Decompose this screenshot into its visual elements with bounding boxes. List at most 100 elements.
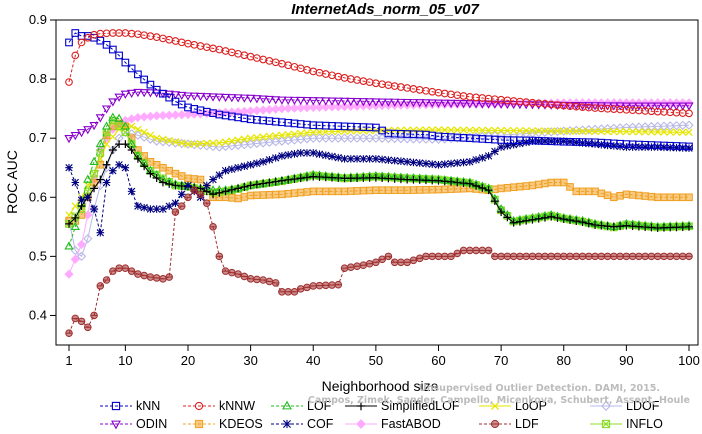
- marker-square: [108, 45, 117, 54]
- marker-plus: [497, 208, 506, 216]
- marker-triangle: [76, 129, 87, 138]
- marker-square: [340, 187, 349, 196]
- marker-plus: [240, 183, 249, 191]
- y-tick-label: 0.6: [29, 189, 47, 204]
- marker-star: [466, 158, 474, 166]
- marker-star: [215, 171, 224, 179]
- marker-diamond: [321, 102, 331, 112]
- legend-item-knnw: kNNW: [183, 399, 255, 413]
- marker-triangle: [534, 101, 544, 110]
- marker-x: [466, 126, 474, 134]
- y-tick-label: 0.4: [29, 307, 47, 322]
- marker-x: [165, 136, 173, 145]
- marker-star: [246, 160, 255, 169]
- marker-x: [71, 202, 79, 210]
- marker-star: [228, 165, 236, 174]
- marker-star: [96, 228, 105, 237]
- marker-diamond: [158, 137, 168, 147]
- marker-star: [653, 143, 662, 151]
- legend-item-lof: LOF: [271, 399, 332, 413]
- marker-plus: [215, 188, 224, 197]
- marker-triangle: [571, 102, 581, 111]
- marker-star: [422, 159, 430, 168]
- marker-plus: [584, 219, 593, 228]
- marker-square: [321, 187, 330, 196]
- marker-triangle: [584, 102, 594, 111]
- marker-square: [528, 181, 537, 190]
- x-tick-label: 90: [619, 353, 633, 368]
- legend-item-fastabod: FastABOD: [345, 417, 441, 431]
- marker-x: [309, 128, 317, 136]
- marker-diamond: [333, 102, 343, 112]
- marker-plus: [559, 215, 568, 224]
- marker-x: [171, 138, 180, 146]
- x-tick-label: 20: [181, 353, 195, 368]
- marker-x: [666, 128, 674, 136]
- marker-star: [328, 152, 336, 161]
- marker-plus: [490, 197, 499, 206]
- marker-cross: [102, 128, 111, 136]
- marker-diamond: [302, 103, 312, 113]
- legend-label: COF: [307, 417, 334, 431]
- marker-square: [194, 419, 204, 429]
- marker-triangle: [95, 139, 105, 148]
- marker-square: [622, 190, 631, 199]
- marker-square: [253, 191, 261, 200]
- marker-plus: [127, 146, 136, 154]
- marker-diamond: [601, 401, 611, 411]
- marker-plus: [71, 214, 80, 222]
- marker-triangle: [321, 97, 331, 106]
- marker-x: [152, 134, 161, 142]
- marker-triangle: [95, 114, 105, 123]
- marker-x: [240, 135, 249, 143]
- marker-square: [228, 194, 236, 202]
- marker-cross: [96, 149, 104, 157]
- marker-star: [591, 140, 599, 148]
- marker-x: [503, 126, 512, 135]
- marker-square: [547, 178, 556, 187]
- marker-triangle: [133, 88, 143, 98]
- marker-star: [146, 205, 155, 213]
- marker-star: [635, 143, 643, 151]
- marker-diamond: [346, 101, 356, 111]
- legend-item-inflo: INFLO: [590, 417, 663, 431]
- marker-square: [328, 187, 336, 196]
- marker-diamond: [678, 120, 688, 131]
- marker-star: [372, 155, 380, 163]
- marker-square: [134, 70, 142, 79]
- marker-x: [271, 132, 280, 140]
- marker-x: [478, 126, 487, 135]
- series-layer: [64, 29, 694, 337]
- marker-star: [340, 155, 349, 163]
- marker-star: [284, 151, 292, 159]
- marker-triangle: [208, 93, 218, 102]
- marker-triangle: [465, 100, 475, 109]
- marker-star: [165, 202, 174, 210]
- marker-plus: [140, 162, 149, 171]
- marker-star: [177, 190, 186, 199]
- marker-x: [434, 126, 443, 134]
- marker-star: [447, 159, 455, 168]
- marker-square: [184, 174, 192, 183]
- marker-star: [678, 144, 687, 152]
- marker-square: [184, 103, 192, 112]
- marker-star: [397, 157, 405, 166]
- marker-star: [559, 137, 568, 145]
- marker-plus: [96, 175, 105, 184]
- marker-triangle: [490, 100, 500, 109]
- marker-triangle: [252, 95, 262, 104]
- marker-square: [516, 182, 524, 191]
- x-tick-label: 60: [431, 353, 445, 368]
- marker-triangle: [483, 100, 494, 109]
- marker-square: [403, 186, 411, 194]
- marker-diamond: [352, 133, 362, 143]
- marker-plus: [478, 184, 487, 192]
- legend-label: FastABOD: [381, 417, 441, 431]
- legend-item-knn: kNN: [100, 399, 160, 413]
- marker-star: [365, 155, 374, 163]
- marker-x: [134, 125, 142, 134]
- marker-square: [559, 178, 568, 187]
- marker-star: [434, 160, 443, 169]
- legend-item-loop: LoOP: [479, 399, 547, 413]
- marker-x: [491, 126, 499, 135]
